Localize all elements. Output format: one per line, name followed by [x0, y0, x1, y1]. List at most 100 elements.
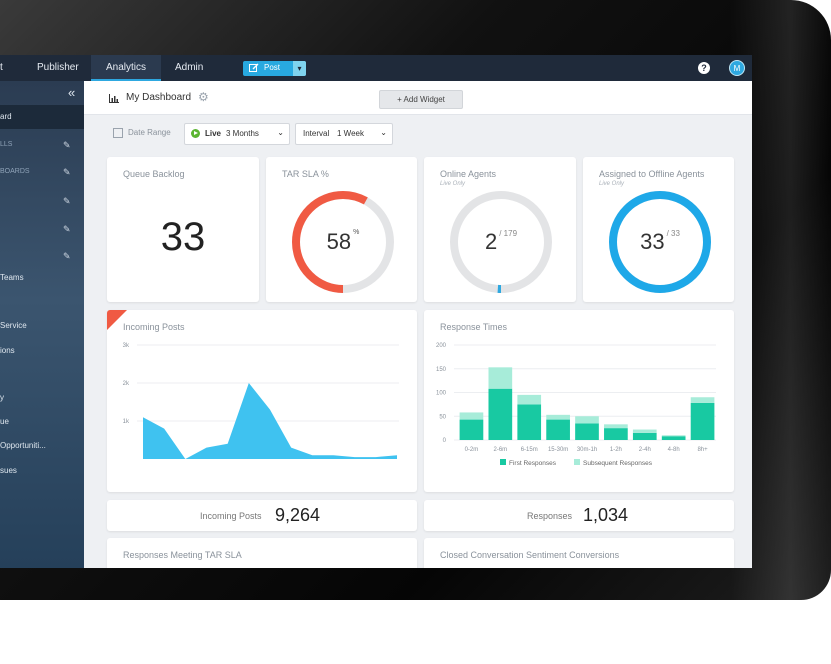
x-tick-label: 2-6m: [493, 447, 507, 453]
sidebar-item-label: BOARDS: [0, 168, 30, 175]
sidebar-item-label: Opportuniti...: [0, 441, 46, 450]
sidebar-item-boards[interactable]: BOARDS ✎: [0, 160, 84, 184]
sidebar-item-blank-1[interactable]: ✎: [0, 189, 84, 213]
offline-agents-value: 33: [640, 229, 665, 254]
date-range-label: Date Range: [128, 128, 171, 137]
gauge-arc: [450, 191, 552, 293]
online-agents-gauge: [450, 191, 552, 293]
x-tick-label: 30m-1h: [577, 447, 597, 453]
tar-sla-suffix: %: [353, 229, 360, 236]
sidebar-item-dashboard[interactable]: ard: [0, 105, 84, 129]
bar-first-responses: [517, 404, 542, 440]
post-button[interactable]: Post ▾: [243, 61, 306, 76]
x-tick-label: 4-8h: [668, 447, 680, 453]
responses-total-value: 1,034: [583, 505, 629, 525]
sidebar-item-label: LLS: [0, 141, 13, 148]
sidebar-item-blank-3[interactable]: ✎: [0, 244, 84, 268]
top-navigation: t Publisher Analytics Admin Post ▾ ? M: [0, 55, 752, 81]
interval-label: Interval: [303, 129, 330, 138]
response-times-chart-card[interactable]: Response Times 0 50 100 150 200 0-2m 2-6m 6-15m…: [424, 310, 734, 492]
interval-value: 1 Week: [337, 129, 364, 138]
y-tick-label: 150: [436, 367, 447, 373]
gauge-center: 33/ 33: [607, 229, 713, 255]
alert-flag-icon: [107, 310, 127, 330]
tar-sla-card[interactable]: TAR SLA % 58%: [266, 157, 417, 302]
bar-subsequent-responses: [575, 416, 599, 424]
help-icon[interactable]: ?: [698, 62, 710, 74]
legend-label: First Responses: [509, 460, 557, 467]
response-times-chart: 0 50 100 150 200 0-2m 2-6m 6-15m 15-30m 30m-1h 1-2…: [436, 343, 716, 467]
sidebar-item-label: ue: [0, 417, 9, 426]
x-tick-label: 8h+: [697, 447, 708, 453]
card-title: Online Agents: [440, 169, 497, 179]
add-widget-button[interactable]: + Add Widget: [379, 90, 463, 109]
live-range-value: 3 Months: [226, 129, 259, 138]
card-subtitle: Live Only: [440, 181, 466, 187]
nav-item-analytics[interactable]: Analytics: [91, 55, 161, 81]
incoming-posts-chart: 1k 2k 3k: [123, 343, 399, 459]
sidebar-item-label: Teams: [0, 273, 24, 282]
bar-chart-icon: [109, 94, 119, 103]
bar-subsequent-responses: [632, 429, 657, 433]
sidebar-item-opportunities[interactable]: Opportuniti...: [0, 434, 84, 458]
bar-first-responses: [661, 436, 686, 440]
y-tick-label: 2k: [123, 381, 130, 387]
calendar-icon: [113, 128, 123, 138]
chevron-down-icon[interactable]: ▾: [293, 61, 306, 76]
live-range-select[interactable]: Live 3 Months ⌄: [184, 123, 290, 145]
x-tick-label: 15-30m: [548, 447, 568, 453]
tar-sla-gauge: [292, 191, 394, 293]
sidebar-item-y[interactable]: y: [0, 386, 84, 410]
avatar[interactable]: M: [729, 60, 745, 76]
pencil-icon[interactable]: ✎: [63, 140, 71, 150]
offline-agents-card[interactable]: Assigned to Offline Agents Live Only 33/…: [583, 157, 734, 302]
sentiment-conversions-card[interactable]: Closed Conversation Sentiment Conversion…: [424, 538, 734, 568]
collapse-sidebar-icon[interactable]: «: [68, 85, 76, 100]
online-agents-value: 2: [484, 229, 498, 254]
gauge-center: 58%: [290, 229, 396, 255]
incoming-posts-total-card[interactable]: Incoming Posts 9,264: [107, 500, 417, 531]
offline-agents-gauge: [609, 191, 711, 293]
chevron-down-icon: ⌄: [277, 128, 284, 137]
sidebar-item-service[interactable]: Service: [0, 314, 84, 338]
bar-first-responses: [459, 419, 484, 440]
sidebar-item-ions[interactable]: ions: [0, 339, 84, 363]
pencil-icon[interactable]: ✎: [63, 251, 71, 261]
legend-swatch: [574, 459, 580, 465]
bar-first-responses: [604, 428, 628, 440]
sidebar-item-queue[interactable]: ue: [0, 410, 84, 434]
pencil-icon[interactable]: ✎: [63, 167, 71, 177]
legend-label: Subsequent Responses: [583, 460, 653, 467]
interval-select[interactable]: Interval 1 Week ⌄: [295, 123, 393, 145]
pencil-icon[interactable]: ✎: [63, 196, 71, 206]
incoming-posts-chart-card[interactable]: Incoming Posts 1k 2k 3k: [107, 310, 417, 492]
gear-icon[interactable]: ⚙: [198, 90, 209, 104]
bar-first-responses: [632, 432, 657, 440]
online-agents-card[interactable]: Online Agents Live Only 2/ 179: [424, 157, 576, 302]
queue-backlog-card[interactable]: Queue Backlog 33: [107, 157, 259, 302]
responses-total-card[interactable]: Responses 1,034: [424, 500, 734, 531]
dashboard-header: My Dashboard ⚙ + Add Widget: [84, 81, 752, 115]
y-tick-label: 50: [439, 414, 446, 420]
tar-sla-value: 58: [326, 229, 352, 254]
page-title[interactable]: My Dashboard: [126, 92, 192, 103]
sidebar-item-blank-2[interactable]: ✎: [0, 217, 84, 241]
sidebar-item-calls[interactable]: LLS ✎: [0, 133, 84, 157]
nav-item-admin[interactable]: Admin: [175, 62, 204, 73]
nav-item-publisher[interactable]: Publisher: [37, 62, 79, 73]
tar-sla-responses-card[interactable]: Responses Meeting TAR SLA: [107, 538, 417, 568]
sidebar-item-label: Service: [0, 321, 27, 330]
pencil-icon[interactable]: ✎: [63, 224, 71, 234]
sidebar-item-issues[interactable]: sues: [0, 459, 84, 483]
live-label: Live: [205, 129, 222, 138]
nav-item-truncated[interactable]: t: [0, 62, 3, 73]
incoming-posts-total-label: Incoming Posts: [200, 511, 262, 521]
bar-subsequent-responses: [604, 424, 628, 429]
x-tick-label: 1-2h: [610, 447, 622, 453]
sidebar-item-teams[interactable]: Teams: [0, 266, 84, 290]
y-tick-label: 200: [436, 343, 447, 349]
online-agents-total: / 179: [499, 229, 518, 238]
gauge-center: 2/ 179: [448, 229, 554, 255]
card-title: Incoming Posts: [123, 322, 185, 332]
